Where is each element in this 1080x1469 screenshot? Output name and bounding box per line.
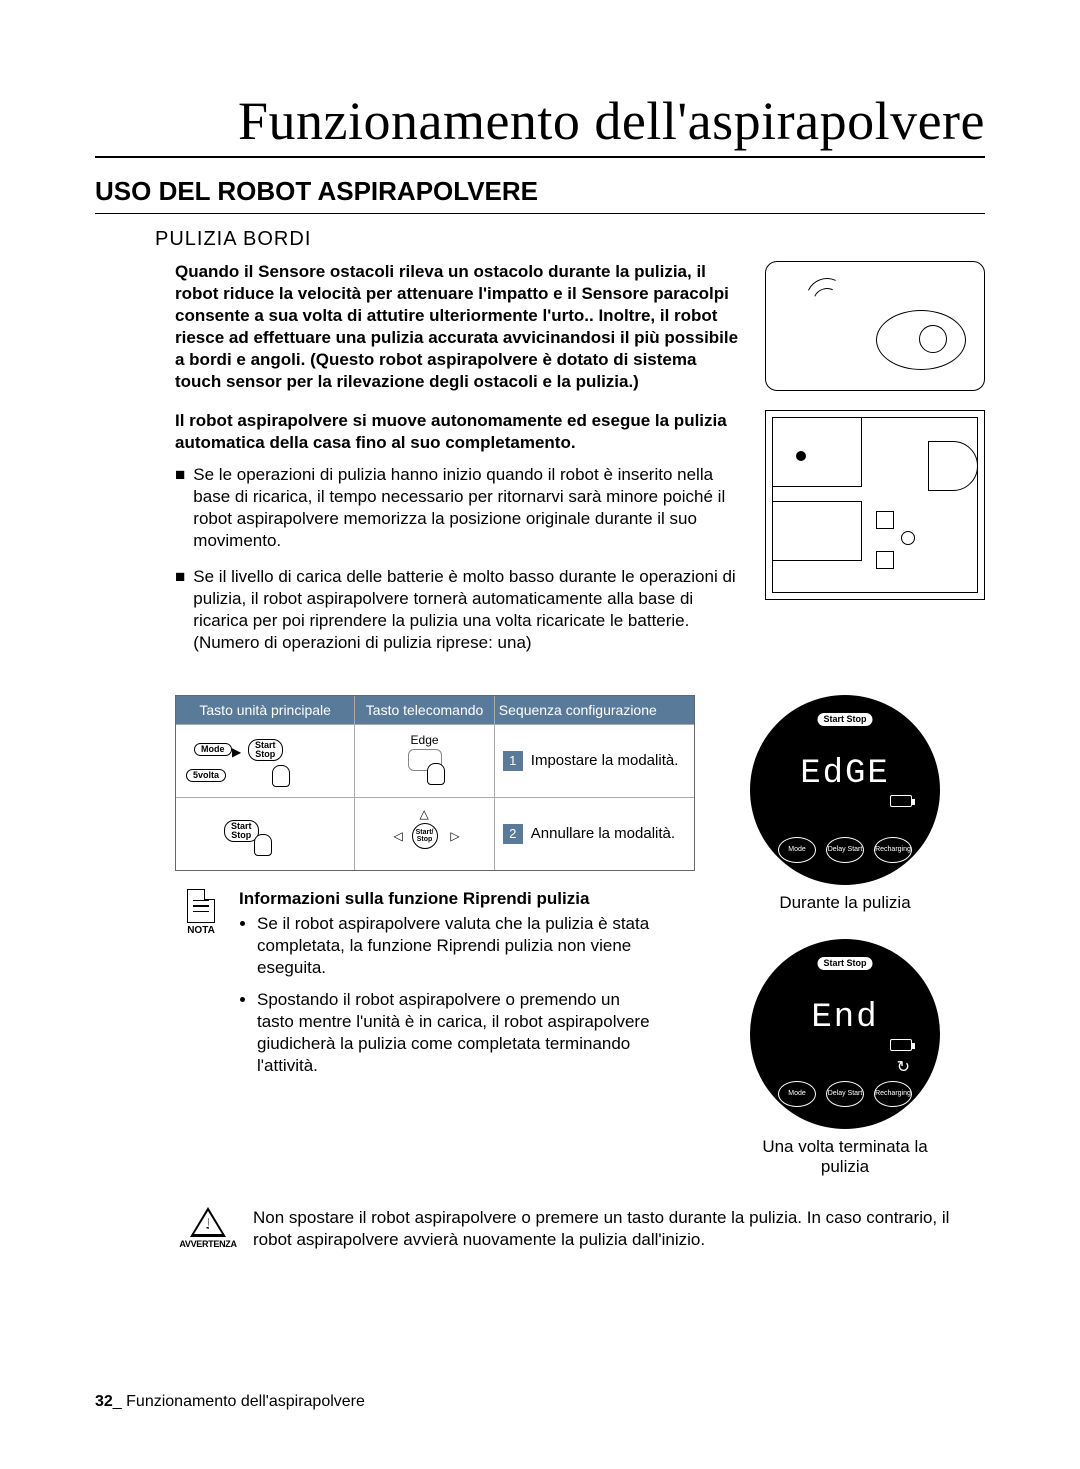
battery-icon: [890, 1039, 912, 1051]
remote-edge-label: Edge: [411, 733, 439, 747]
table-row: StartStop △ ◁ ▷ Start/ Stop 2: [176, 797, 694, 870]
hand-icon: [272, 765, 290, 787]
display-mode-button: Mode: [778, 837, 816, 863]
page-number: 32: [95, 1393, 113, 1410]
page-footer: 32_ Funzionamento dell'aspirapolvere: [95, 1393, 365, 1411]
bullet-marker: ■: [175, 464, 185, 552]
footer-text: Funzionamento dell'aspirapolvere: [126, 1393, 365, 1410]
startstop-pill: StartStop: [224, 820, 259, 842]
step-number: 2: [503, 824, 523, 844]
display-recharge-button: Recharging: [874, 837, 912, 863]
warning-block: ! AVVERTENZA Non spostare il robot aspir…: [175, 1207, 985, 1251]
illustration-robot-corner: [765, 261, 985, 391]
robot-display-end: Start Stop End ↻ Mode Delay Start Rechar…: [750, 939, 940, 1129]
subsection-heading: PULIZIA BORDI: [155, 228, 985, 251]
robot-display-edge: Start Stop EdGE Mode Delay Start Recharg…: [750, 695, 940, 885]
illustration-floorplan: [765, 410, 985, 600]
note-icon: [187, 889, 215, 923]
auto-paragraph: Il robot aspirapolvere si muove autonoma…: [175, 410, 747, 454]
bullet-text: Se il livello di carica delle batterie è…: [193, 566, 747, 654]
step-text: Annullare la modalità.: [531, 825, 675, 842]
return-icon: ↻: [897, 1057, 910, 1077]
note-label: NOTA: [175, 925, 227, 936]
display-recharge-button: Recharging: [874, 1081, 912, 1107]
dpad-center: Start/ Stop: [412, 823, 438, 849]
hand-icon: [254, 834, 272, 856]
display-mode-button: Mode: [778, 1081, 816, 1107]
play-icon: ▶: [232, 745, 241, 759]
dpad-up-icon: △: [420, 807, 429, 821]
display-delay-button: Delay Start: [826, 1081, 864, 1107]
section-heading: USO DEL ROBOT ASPIRAPOLVERE: [95, 176, 985, 214]
remote-button-diagram: Edge: [355, 725, 494, 797]
footer-sep: _: [113, 1393, 126, 1410]
table-row: Mode ▶ StartStop 5volta Edge: [176, 724, 694, 797]
unit-button-diagram: StartStop: [176, 798, 355, 870]
bullet-item: ■ Se il livello di carica delle batterie…: [175, 566, 747, 654]
bullet-text: Se le operazioni di pulizia hanno inizio…: [193, 464, 747, 552]
warning-label: AVVERTENZA: [175, 1239, 241, 1249]
display-caption: Una volta terminata la pulizia: [750, 1137, 940, 1177]
table-header-row: Tasto unità principale Tasto telecomando…: [176, 696, 694, 724]
step-number: 1: [503, 751, 523, 771]
five-times-pill: 5volta: [186, 769, 226, 783]
mode-pill: Mode: [194, 743, 232, 757]
display-segment-text: End: [750, 999, 940, 1037]
bullet-marker: ■: [175, 566, 185, 654]
unit-button-diagram: Mode ▶ StartStop 5volta: [176, 725, 355, 797]
config-table: Tasto unità principale Tasto telecomando…: [175, 695, 695, 871]
table-header: Sequenza configurazione: [495, 696, 694, 724]
table-header: Tasto telecomando: [355, 696, 494, 724]
startstop-pill: StartStop: [248, 739, 283, 761]
display-delay-button: Delay Start: [826, 837, 864, 863]
warning-text: Non spostare il robot aspirapolvere o pr…: [253, 1207, 985, 1251]
step-text: Impostare la modalità.: [531, 752, 679, 769]
step-cell: 1 Impostare la modalità.: [495, 725, 694, 797]
display-caption: Durante la pulizia: [779, 893, 910, 913]
hand-icon: [427, 763, 445, 785]
warning-icon: !: [190, 1207, 226, 1237]
display-segment-text: EdGE: [750, 755, 940, 793]
table-header: Tasto unità principale: [176, 696, 355, 724]
battery-icon: [890, 795, 912, 807]
page-title: Funzionamento dell'aspirapolvere: [95, 90, 985, 158]
bullet-item: ■ Se le operazioni di pulizia hanno iniz…: [175, 464, 747, 552]
step-cell: 2 Annullare la modalità.: [495, 798, 694, 870]
note-title: Informazioni sulla funzione Riprendi pul…: [239, 889, 659, 909]
note-item: Spostando il robot aspirapolvere o preme…: [257, 989, 659, 1077]
dpad-left-icon: ◁: [394, 829, 403, 843]
dpad-right-icon: ▷: [450, 829, 459, 843]
remote-dpad-diagram: △ ◁ ▷ Start/ Stop: [355, 798, 494, 870]
intro-paragraph: Quando il Sensore ostacoli rileva un ost…: [175, 261, 747, 394]
note-item: Se il robot aspirapolvere valuta che la …: [257, 913, 659, 979]
display-top-button: Start Stop: [817, 957, 872, 970]
display-top-button: Start Stop: [817, 713, 872, 726]
note-block: NOTA Informazioni sulla funzione Riprend…: [175, 889, 695, 1088]
